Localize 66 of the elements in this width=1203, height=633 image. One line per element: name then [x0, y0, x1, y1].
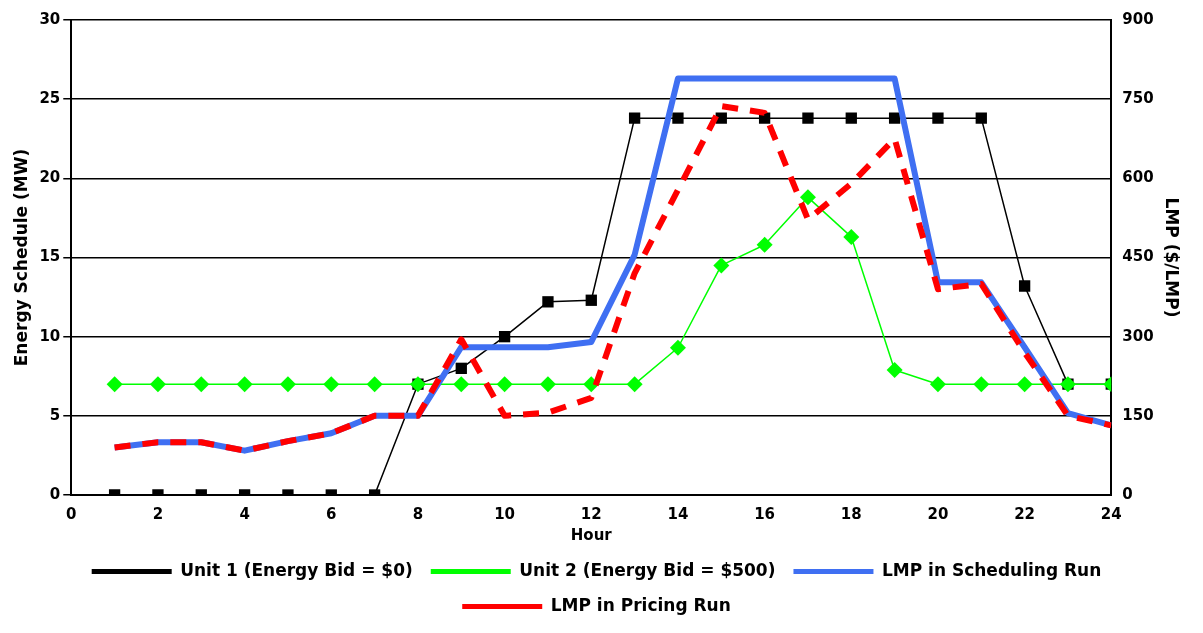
x-tick-label: 10 [494, 504, 516, 523]
x-tick-label: 6 [326, 504, 337, 523]
y2-tick-label: 450 [1122, 247, 1154, 266]
point [539, 376, 556, 393]
point [626, 376, 643, 393]
point [713, 257, 730, 274]
y2-tick-label: 600 [1122, 168, 1154, 187]
legend-label: Unit 1 (Energy Bid = $0) [180, 559, 413, 580]
x-axis-title: Hour [570, 525, 613, 544]
point [888, 112, 901, 124]
point [496, 376, 513, 393]
point [672, 112, 684, 124]
y2-axis-title: LMP ($/LMP) [1162, 197, 1183, 318]
point [975, 112, 987, 124]
point [453, 376, 470, 393]
y2-tick-label: 150 [1122, 405, 1154, 424]
y-tick-label: 30 [39, 9, 61, 28]
y-tick-label: 5 [49, 405, 61, 424]
y-tick-label: 25 [39, 89, 61, 108]
y2-tick-label: 900 [1122, 9, 1154, 28]
x-tick-label: 18 [840, 504, 862, 523]
point [669, 339, 686, 356]
point [106, 376, 123, 393]
x-tick-label: 12 [580, 504, 602, 523]
point [455, 362, 467, 374]
x-tick-label: 20 [927, 504, 949, 523]
x-tick-label: 16 [754, 504, 776, 523]
point [756, 236, 773, 253]
x-tick-label: 24 [1100, 504, 1122, 523]
y-tick-label: 10 [39, 326, 61, 345]
y2-tick-label: 300 [1122, 326, 1154, 345]
point [802, 112, 814, 124]
x-tick-label: 0 [66, 504, 77, 523]
y-tick-label: 20 [39, 168, 61, 187]
legend-label: Unit 2 (Energy Bid = $500) [519, 559, 776, 580]
y2-tick-label: 750 [1122, 89, 1154, 108]
point [149, 376, 166, 393]
point [542, 296, 554, 308]
point [845, 112, 857, 124]
x-tick-label: 8 [412, 504, 424, 523]
point [1016, 376, 1033, 393]
x-tick-label: 22 [1014, 504, 1036, 523]
point [843, 228, 860, 245]
y-axis-title: Energy Schedule (MW) [10, 148, 31, 367]
legend-label: LMP in Scheduling Run [881, 559, 1102, 580]
point [1018, 280, 1031, 292]
point [323, 376, 340, 393]
point [193, 376, 210, 393]
legend-label: LMP in Pricing Run [550, 594, 731, 615]
point [628, 112, 641, 124]
y-tick-label: 0 [49, 484, 61, 503]
point [585, 294, 597, 306]
point [932, 112, 944, 124]
point [929, 376, 946, 393]
point [973, 376, 990, 393]
x-tick-label: 4 [239, 504, 250, 523]
point [236, 376, 253, 393]
point [498, 331, 511, 343]
y2-tick-label: 0 [1122, 484, 1133, 503]
x-tick-label: 14 [667, 504, 689, 523]
point [799, 189, 816, 206]
x-tick-label: 2 [152, 504, 164, 523]
point [886, 361, 903, 378]
y-tick-label: 15 [39, 247, 61, 266]
point [366, 376, 383, 393]
point [279, 376, 296, 393]
